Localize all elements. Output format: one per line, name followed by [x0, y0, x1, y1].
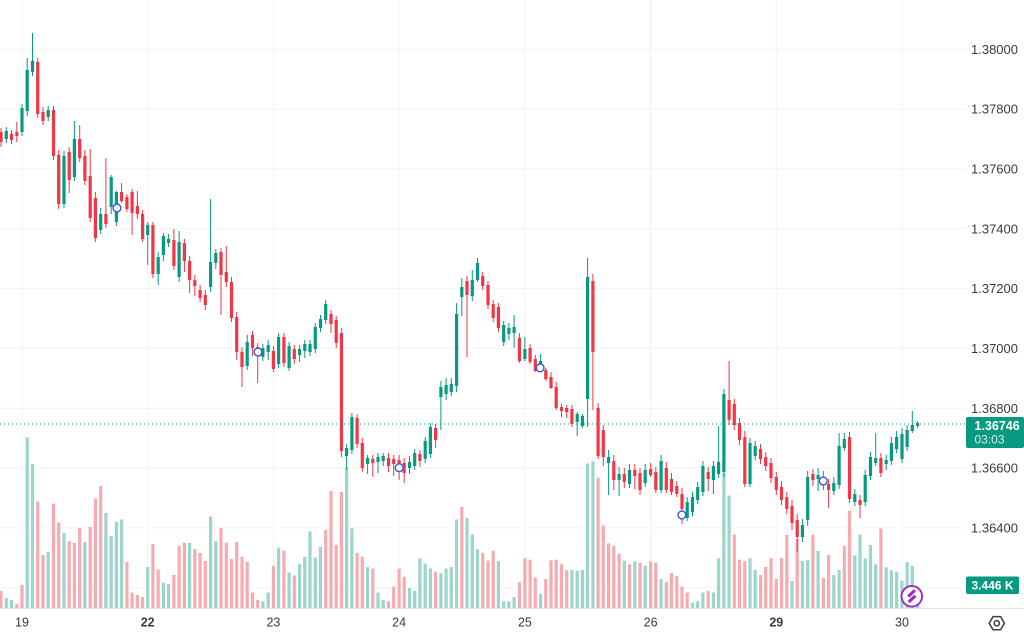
- svg-text:22: 22: [141, 616, 155, 630]
- svg-text:3.446 K: 3.446 K: [971, 579, 1013, 593]
- svg-text:1.37800: 1.37800: [971, 102, 1018, 117]
- svg-text:1.38000: 1.38000: [971, 42, 1018, 57]
- svg-text:19: 19: [15, 616, 29, 630]
- svg-text:24: 24: [392, 616, 406, 630]
- svg-text:1.37000: 1.37000: [971, 341, 1018, 356]
- svg-text:1.36746: 1.36746: [975, 419, 1020, 433]
- svg-text:1.37400: 1.37400: [971, 221, 1018, 236]
- svg-text:1.36800: 1.36800: [971, 401, 1018, 416]
- svg-text:03:03: 03:03: [975, 433, 1005, 447]
- svg-text:25: 25: [518, 616, 532, 630]
- svg-text:29: 29: [769, 616, 783, 630]
- svg-text:1.36600: 1.36600: [971, 461, 1018, 476]
- svg-text:1.37600: 1.37600: [971, 162, 1018, 177]
- svg-text:23: 23: [266, 616, 280, 630]
- svg-text:1.37200: 1.37200: [971, 281, 1018, 296]
- svg-text:30: 30: [895, 616, 909, 630]
- svg-text:26: 26: [644, 616, 658, 630]
- svg-text:1.36400: 1.36400: [971, 520, 1018, 535]
